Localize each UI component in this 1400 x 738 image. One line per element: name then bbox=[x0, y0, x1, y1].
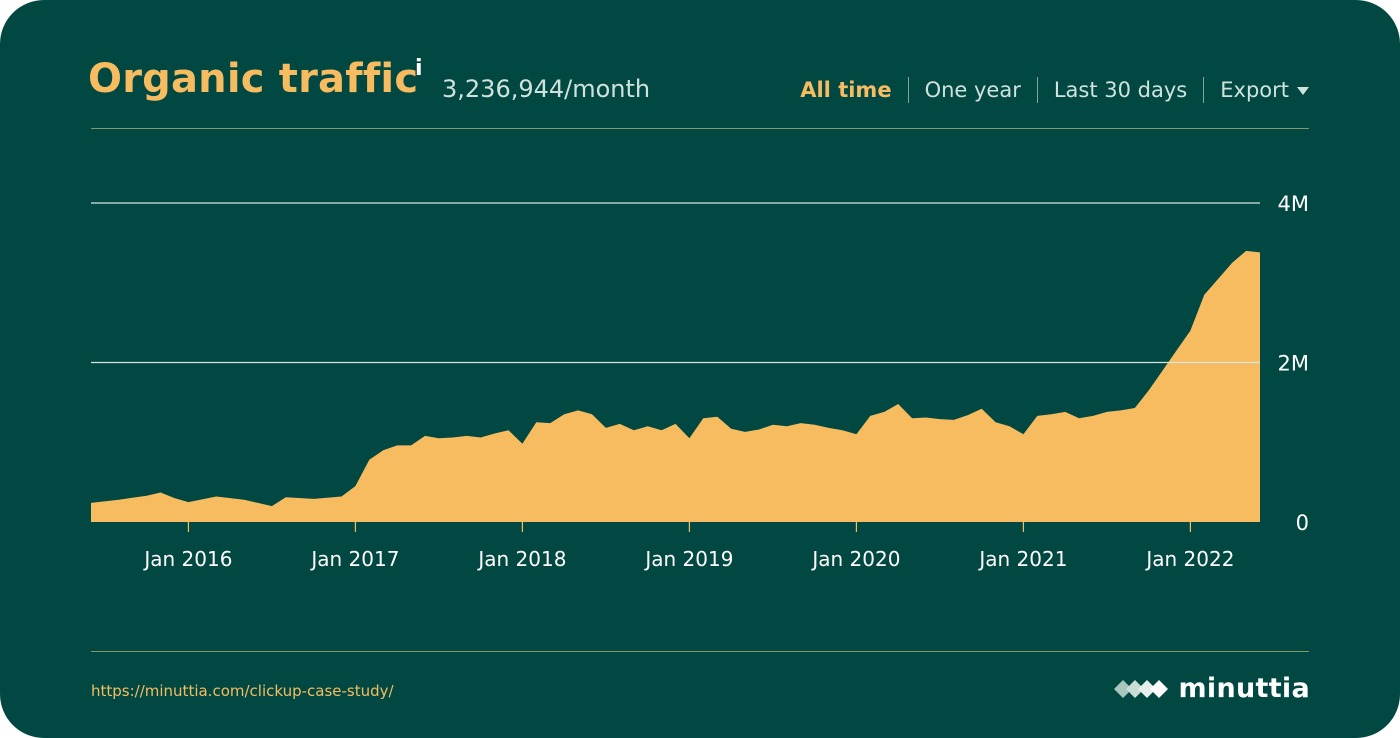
brand-logo: minuttia bbox=[1112, 673, 1310, 704]
x-tick-label: Jan 2022 bbox=[1144, 547, 1234, 571]
range-all-time[interactable]: All time bbox=[800, 78, 892, 102]
x-tick-label: Jan 2016 bbox=[142, 547, 232, 571]
menu-divider bbox=[907, 77, 909, 103]
y-tick-label: 2M bbox=[1278, 352, 1309, 376]
range-last-30-days[interactable]: Last 30 days bbox=[1053, 78, 1188, 102]
footer-divider bbox=[91, 651, 1309, 652]
source-link[interactable]: https://minuttia.com/clickup-case-study/ bbox=[91, 682, 394, 700]
minuttia-logo-icon bbox=[1114, 679, 1169, 698]
range-one-year[interactable]: One year bbox=[924, 78, 1021, 102]
brand-name: minuttia bbox=[1178, 673, 1310, 704]
range-menu: All time One year Last 30 days Export bbox=[784, 76, 1309, 104]
x-tick-label: Jan 2020 bbox=[810, 547, 900, 571]
x-tick-label: Jan 2017 bbox=[309, 547, 399, 571]
export-label: Export bbox=[1220, 78, 1289, 102]
menu-divider bbox=[1036, 77, 1038, 103]
area-series-0 bbox=[91, 250, 1260, 522]
y-tick-label: 4M bbox=[1278, 192, 1309, 216]
info-icon[interactable]: i bbox=[415, 56, 423, 81]
y-tick-label: 0 bbox=[1296, 511, 1309, 535]
x-tick-label: Jan 2021 bbox=[977, 547, 1067, 571]
export-dropdown[interactable]: Export bbox=[1204, 76, 1309, 104]
header-divider bbox=[91, 128, 1309, 129]
x-tick-label: Jan 2019 bbox=[643, 547, 733, 571]
caret-down-icon bbox=[1297, 87, 1309, 95]
chart-title: Organic traffic bbox=[88, 56, 419, 102]
menu-divider bbox=[1203, 77, 1205, 103]
x-tick-label: Jan 2018 bbox=[476, 547, 566, 571]
traffic-metric: 3,236,944/month bbox=[442, 75, 651, 103]
